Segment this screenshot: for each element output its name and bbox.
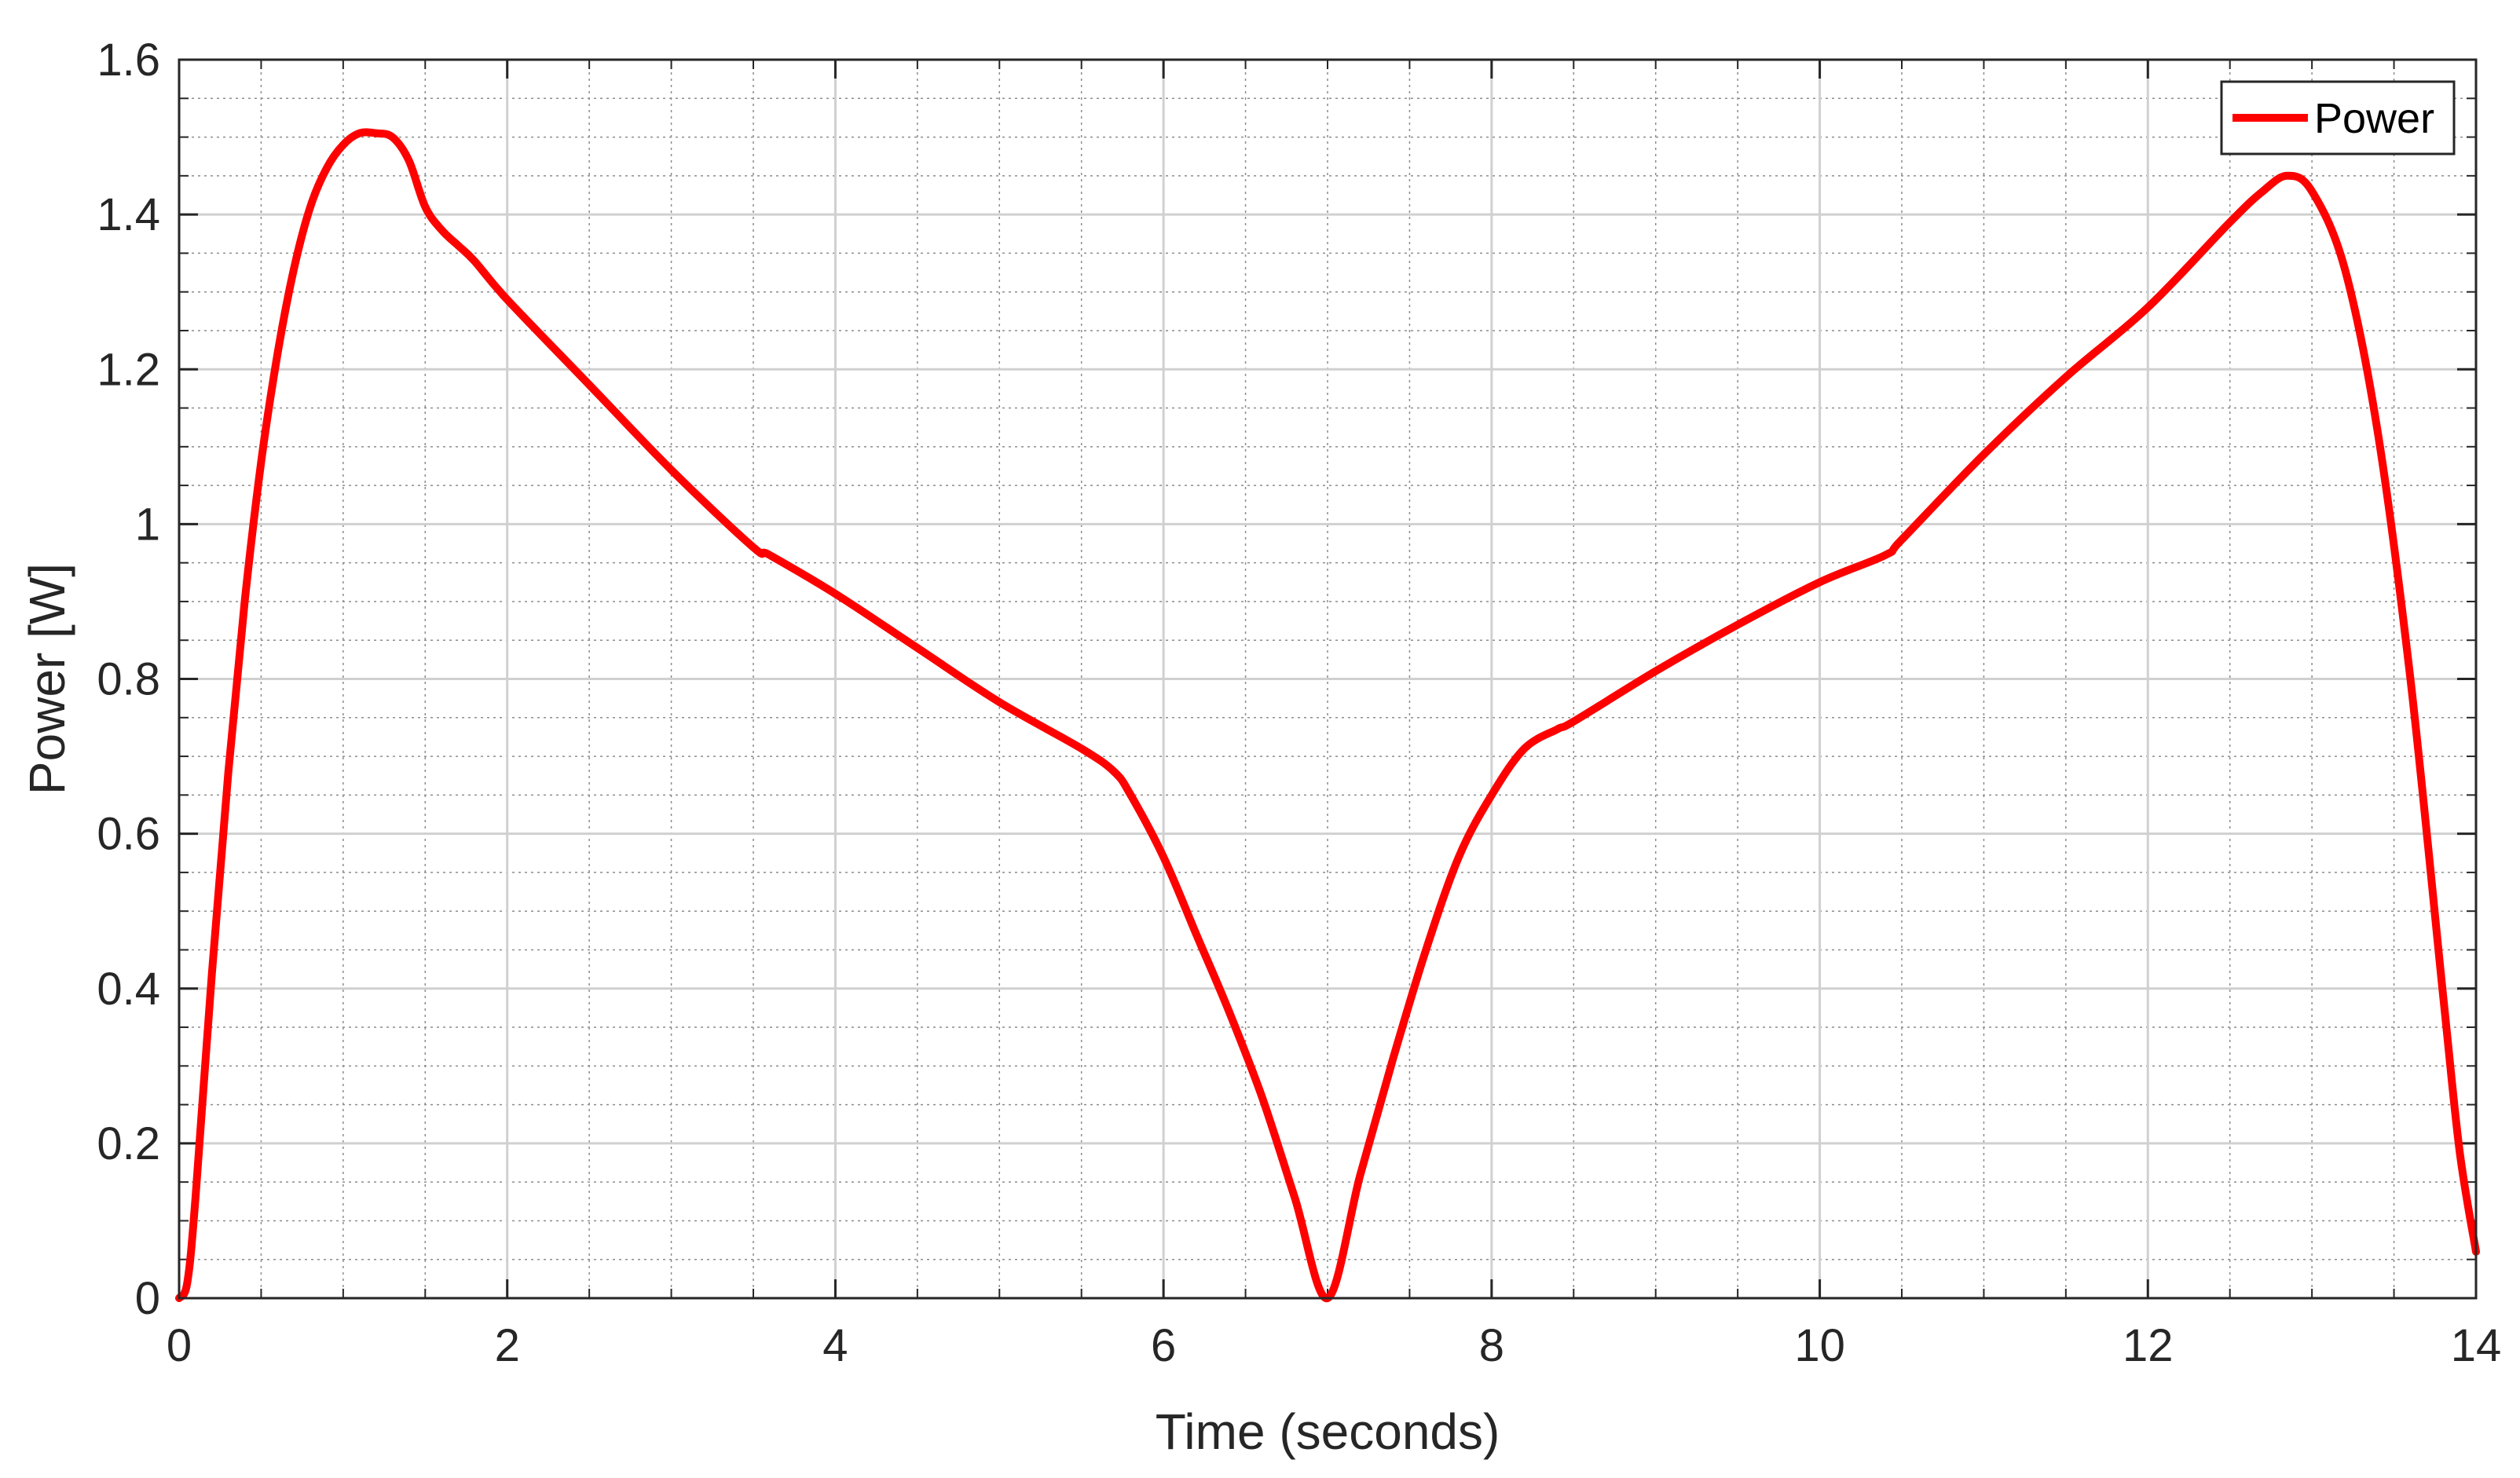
y-tick-label: 0 (135, 1273, 160, 1324)
x-tick-label: 14 (2451, 1320, 2502, 1371)
series-line-power (175, 128, 2480, 1302)
y-tick-label: 0.6 (97, 809, 160, 860)
plot-frame (178, 58, 2478, 1300)
y-tick-label: 1.6 (97, 35, 160, 86)
minor-grid (179, 60, 2476, 1298)
x-tick-label: 2 (495, 1320, 520, 1371)
x-tick-label: 10 (1794, 1320, 1845, 1371)
x-tick-label: 8 (1479, 1320, 1504, 1371)
legend-label: Power (2314, 95, 2434, 142)
y-tick-label: 1.4 (97, 189, 160, 240)
y-tick-label: 0.4 (97, 964, 160, 1015)
x-tick-label: 4 (822, 1320, 848, 1371)
y-tick-label: 1 (135, 499, 160, 550)
x-tick-label: 12 (2123, 1320, 2174, 1371)
series-layer (175, 128, 2480, 1302)
y-axis-label: Power [W] (19, 563, 75, 795)
y-tick-labels: 0 0.2 0.4 0.6 0.8 1 1.2 1.4 1.6 (97, 35, 160, 1324)
x-tick-labels: 0 2 4 6 8 10 12 14 (167, 1320, 2501, 1371)
y-tick-label: 0.8 (97, 654, 160, 705)
legend: Power (2220, 80, 2456, 155)
y-tick-label: 1.2 (97, 344, 160, 395)
x-axis-label: Time (seconds) (1156, 1403, 1500, 1460)
y-tick-label: 0.2 (97, 1118, 160, 1169)
x-tick-label: 0 (167, 1320, 192, 1371)
x-tick-label: 6 (1151, 1320, 1176, 1371)
